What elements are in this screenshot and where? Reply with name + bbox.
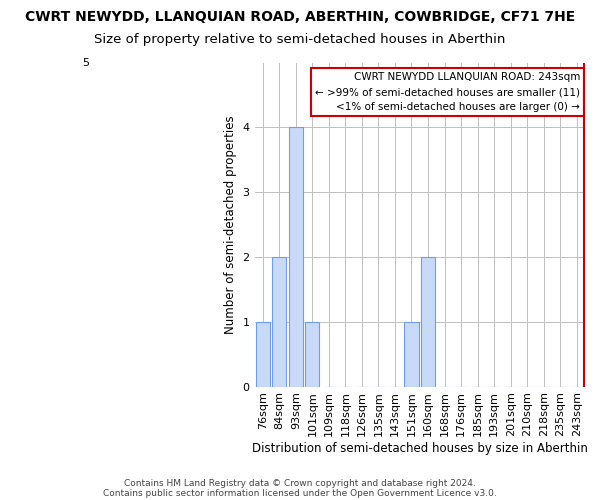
Bar — [289, 128, 303, 386]
Bar — [404, 322, 419, 386]
Text: CWRT NEWYDD LLANQUIAN ROAD: 243sqm
← >99% of semi-detached houses are smaller (1: CWRT NEWYDD LLANQUIAN ROAD: 243sqm ← >99… — [315, 72, 580, 112]
Text: Contains HM Land Registry data © Crown copyright and database right 2024.: Contains HM Land Registry data © Crown c… — [124, 478, 476, 488]
X-axis label: Distribution of semi-detached houses by size in Aberthin: Distribution of semi-detached houses by … — [252, 442, 587, 455]
Y-axis label: Number of semi-detached properties: Number of semi-detached properties — [224, 115, 237, 334]
Text: CWRT NEWYDD, LLANQUIAN ROAD, ABERTHIN, COWBRIDGE, CF71 7HE: CWRT NEWYDD, LLANQUIAN ROAD, ABERTHIN, C… — [25, 10, 575, 24]
Bar — [305, 322, 319, 386]
Text: 5: 5 — [82, 58, 89, 68]
Text: Size of property relative to semi-detached houses in Aberthin: Size of property relative to semi-detach… — [94, 32, 506, 46]
Bar — [421, 257, 435, 386]
Bar — [272, 257, 286, 386]
Bar — [256, 322, 270, 386]
Text: Contains public sector information licensed under the Open Government Licence v3: Contains public sector information licen… — [103, 488, 497, 498]
